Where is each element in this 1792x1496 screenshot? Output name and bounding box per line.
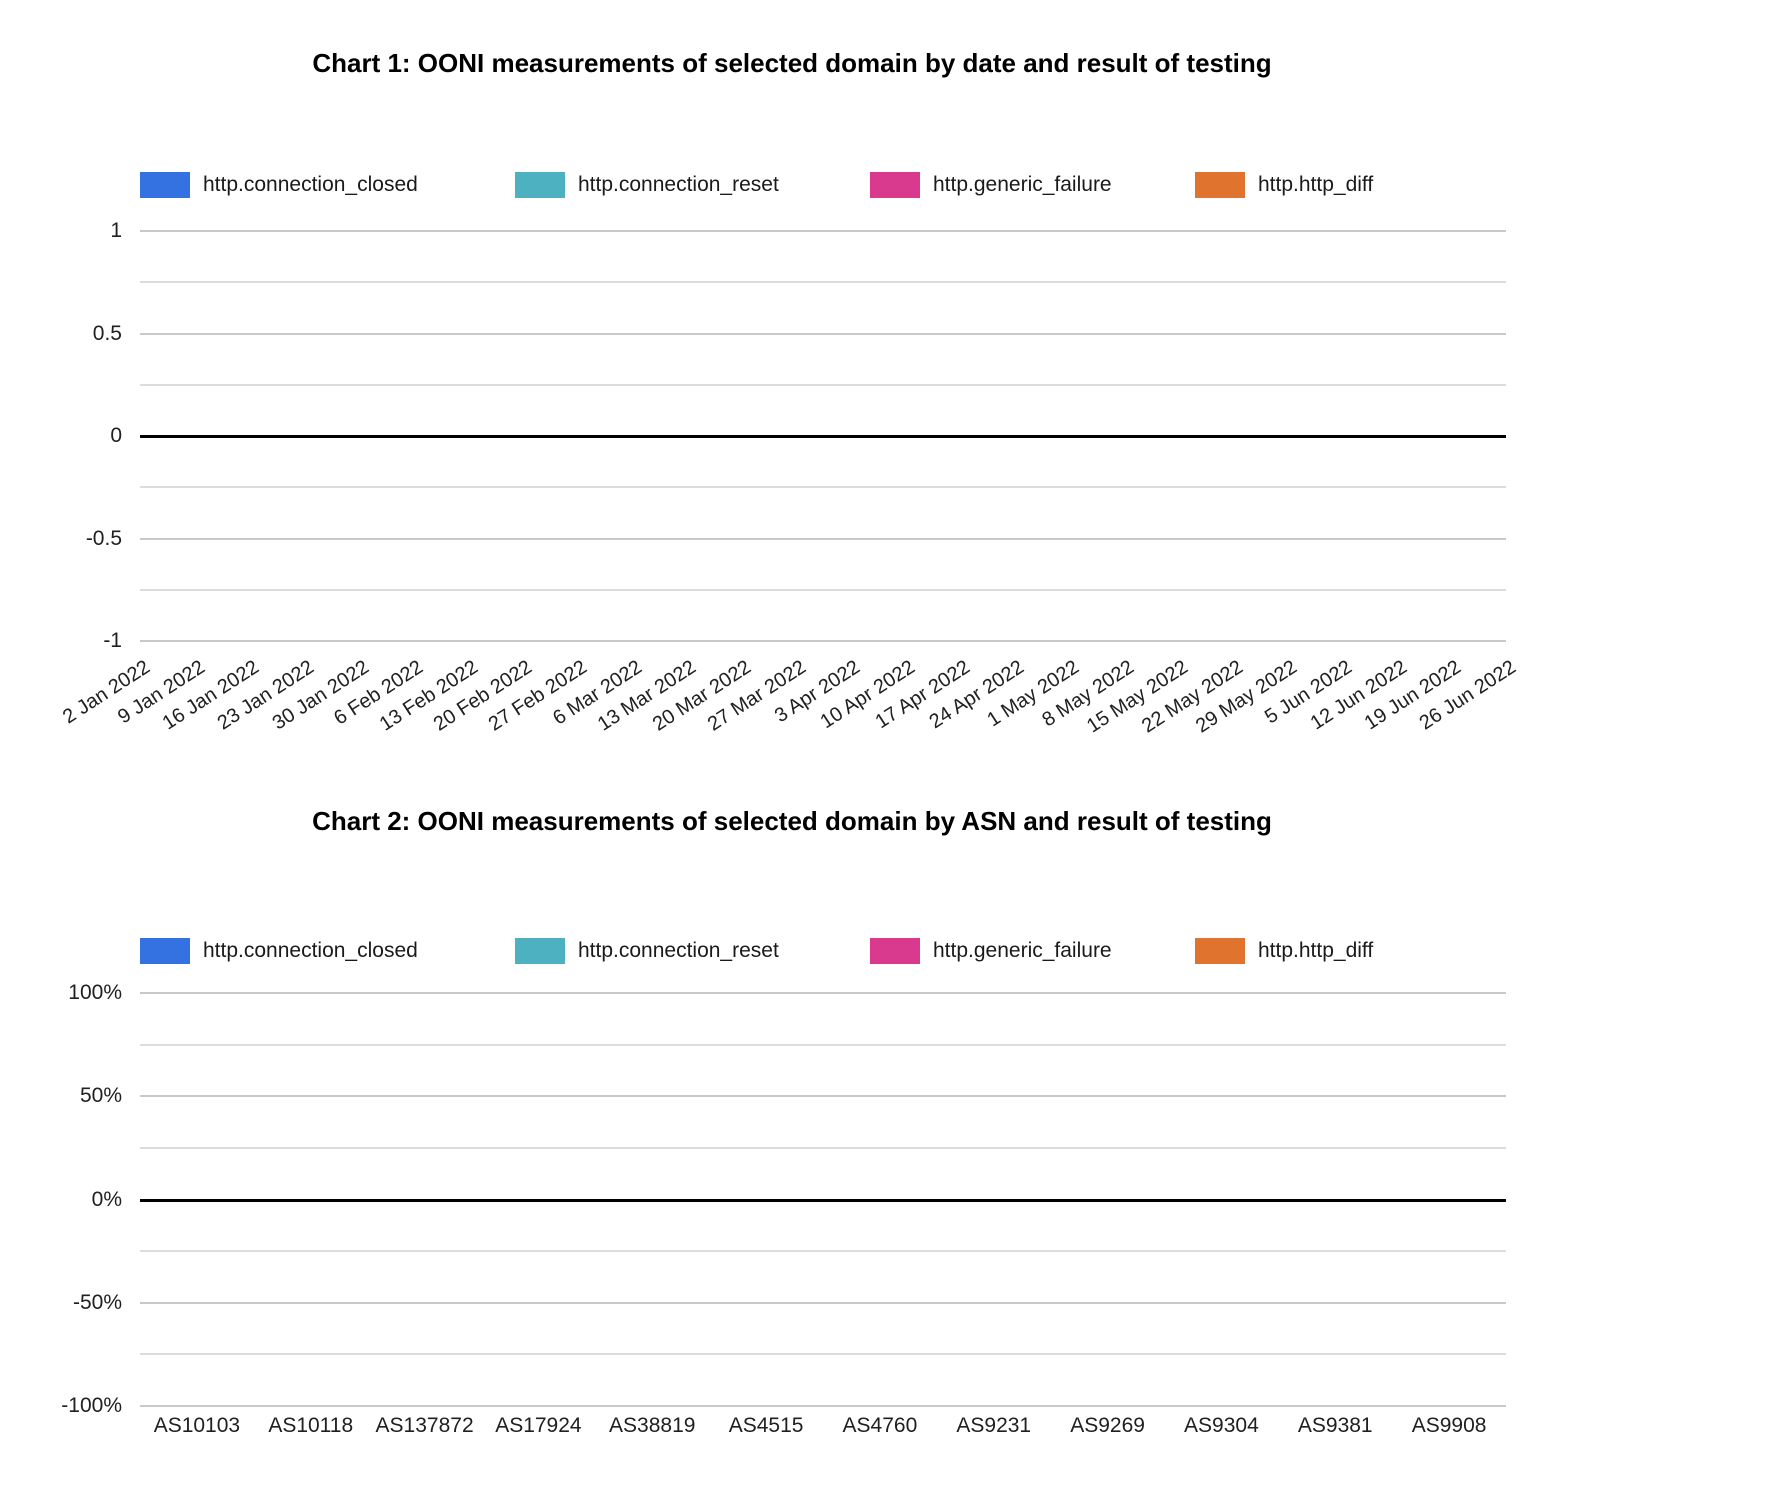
legend-swatch-icon — [1195, 938, 1245, 964]
gridline-major — [140, 230, 1506, 232]
gridline-minor — [140, 1353, 1506, 1356]
legend-swatch-icon — [515, 938, 565, 964]
legend-label: http.http_diff — [1258, 939, 1374, 962]
legend-label: http.connection_reset — [578, 173, 779, 196]
legend-item-http.generic_failure: http.generic_failure — [870, 172, 1112, 198]
gridline-major — [140, 1405, 1506, 1407]
y-axis-tick-label: -100% — [61, 1394, 122, 1417]
y-axis-tick-label: -50% — [72, 1290, 122, 1314]
y-axis-tick-label: 100% — [68, 981, 122, 1004]
legend-label: http.connection_closed — [203, 173, 418, 196]
chart-2-title: Chart 2: OONI measurements of selected d… — [312, 806, 1272, 836]
x-axis-tick-label: AS10118 — [268, 1414, 354, 1437]
legend-label: http.connection_closed — [203, 939, 418, 962]
legend-item-http.generic_failure: http.generic_failure — [870, 938, 1112, 964]
x-axis-tick-label: AS4515 — [728, 1414, 804, 1437]
gridline-minor — [140, 588, 1506, 591]
y-axis-tick-label: -1 — [103, 629, 122, 652]
legend-item-http.connection_closed: http.connection_closed — [140, 938, 418, 964]
y-axis-tick-label: 1 — [110, 219, 122, 242]
zero-baseline — [140, 1198, 1506, 1202]
zero-baseline — [140, 435, 1506, 438]
legend-item-http.connection_reset: http.connection_reset — [515, 938, 779, 964]
gridline-minor — [140, 486, 1506, 489]
y-axis-tick-label: 0% — [91, 1187, 122, 1211]
legend-swatch-icon — [140, 172, 190, 198]
y-axis-tick-label: 0.5 — [92, 321, 122, 345]
x-axis-tick-label: AS4760 — [842, 1414, 918, 1437]
legend-item-http.http_diff: http.http_diff — [1195, 938, 1373, 964]
legend-item-http.connection_closed: http.connection_closed — [140, 172, 418, 198]
legend-label: http.generic_failure — [933, 939, 1112, 962]
x-axis-tick-label: AS38819 — [609, 1414, 696, 1437]
legend-label: http.http_diff — [1258, 173, 1374, 196]
x-axis-tick-label: AS9381 — [1297, 1414, 1373, 1437]
x-axis-tick-label: AS9908 — [1411, 1414, 1487, 1437]
x-axis-tick-label: AS137872 — [375, 1414, 474, 1437]
x-axis-tick-label: AS9269 — [1070, 1414, 1145, 1437]
x-axis-tick-label: AS17924 — [495, 1414, 582, 1437]
gridline-major — [140, 640, 1506, 642]
y-axis-tick-label: -0.5 — [85, 526, 122, 550]
legend-swatch-icon — [870, 938, 920, 964]
gridline-major — [140, 1095, 1506, 1098]
gridline-major — [140, 992, 1506, 994]
gridline-minor — [140, 1043, 1506, 1046]
y-axis-tick-label: 0 — [110, 424, 122, 447]
gridline-minor — [140, 1250, 1506, 1253]
legend-swatch-icon — [870, 172, 920, 198]
legend-item-http.http_diff: http.http_diff — [1195, 172, 1373, 198]
legend-label: http.generic_failure — [933, 173, 1112, 196]
gridline-major — [140, 537, 1506, 540]
legend-swatch-icon — [1195, 172, 1245, 198]
x-axis-tick-label: AS10103 — [153, 1414, 241, 1437]
y-axis-tick-label: 50% — [79, 1084, 122, 1108]
legend-item-http.connection_reset: http.connection_reset — [515, 172, 779, 198]
legend-swatch-icon — [140, 938, 190, 964]
gridline-minor — [140, 281, 1506, 284]
x-axis-tick-label: AS9231 — [956, 1414, 1032, 1437]
chart-1-title: Chart 1: OONI measurements of selected d… — [312, 48, 1272, 78]
gridline-minor — [140, 383, 1506, 386]
legend-label: http.connection_reset — [578, 939, 779, 962]
x-axis-tick-label: AS9304 — [1184, 1414, 1259, 1437]
gridline-major — [140, 332, 1506, 335]
gridline-minor — [140, 1146, 1506, 1149]
gridline-major — [140, 1301, 1506, 1304]
legend-swatch-icon — [515, 172, 565, 198]
